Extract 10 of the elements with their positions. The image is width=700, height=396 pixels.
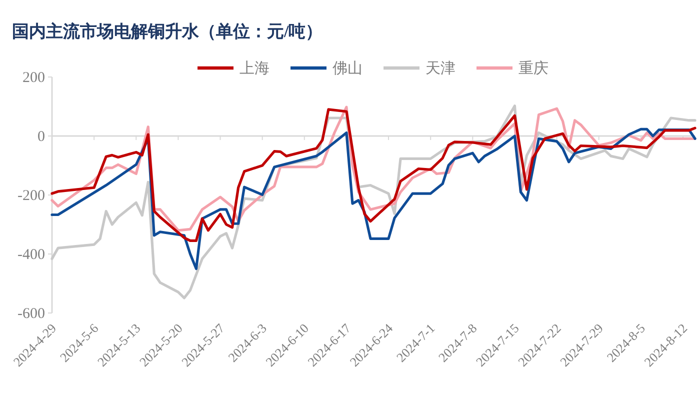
- legend-label: 天津: [426, 60, 456, 77]
- y-tick-label: 200: [22, 70, 45, 86]
- y-tick-label: -400: [18, 247, 45, 263]
- legend-label: 佛山: [332, 60, 362, 77]
- y-tick-label: 0: [38, 129, 45, 145]
- legend-label: 上海: [240, 60, 270, 77]
- chart-title: 国内主流市场电解铜升水（单位：元/吨）: [12, 22, 323, 41]
- legend-label: 重庆: [518, 60, 548, 77]
- y-tick-label: -200: [18, 188, 45, 204]
- y-tick-label: -600: [18, 306, 45, 322]
